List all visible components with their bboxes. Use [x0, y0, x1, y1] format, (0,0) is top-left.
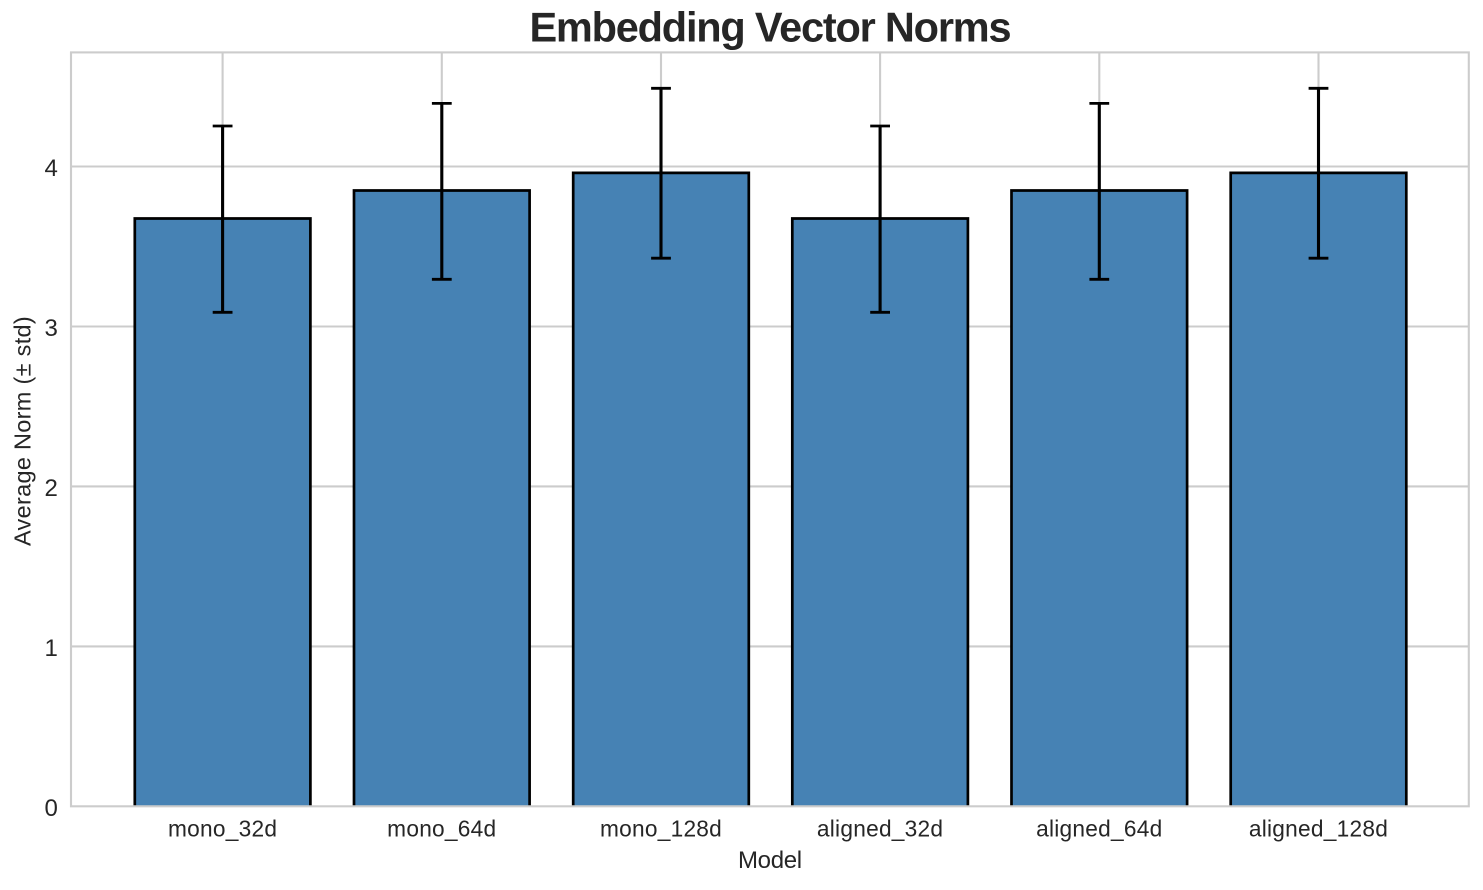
svg-text:0: 0: [44, 795, 57, 822]
svg-text:aligned_128d: aligned_128d: [1249, 816, 1388, 842]
svg-text:aligned_64d: aligned_64d: [1036, 816, 1162, 842]
svg-text:4: 4: [44, 155, 57, 182]
svg-text:Average Norm (± std): Average Norm (± std): [10, 316, 36, 546]
svg-text:mono_64d: mono_64d: [387, 816, 496, 842]
svg-text:mono_128d: mono_128d: [600, 816, 722, 842]
svg-text:3: 3: [44, 315, 57, 342]
svg-text:1: 1: [44, 635, 57, 662]
svg-text:mono_32d: mono_32d: [168, 816, 277, 842]
svg-text:aligned_32d: aligned_32d: [817, 816, 943, 842]
svg-text:2: 2: [44, 475, 57, 502]
svg-text:Embedding Vector Norms: Embedding Vector Norms: [529, 4, 1010, 51]
svg-text:Model: Model: [738, 847, 802, 874]
